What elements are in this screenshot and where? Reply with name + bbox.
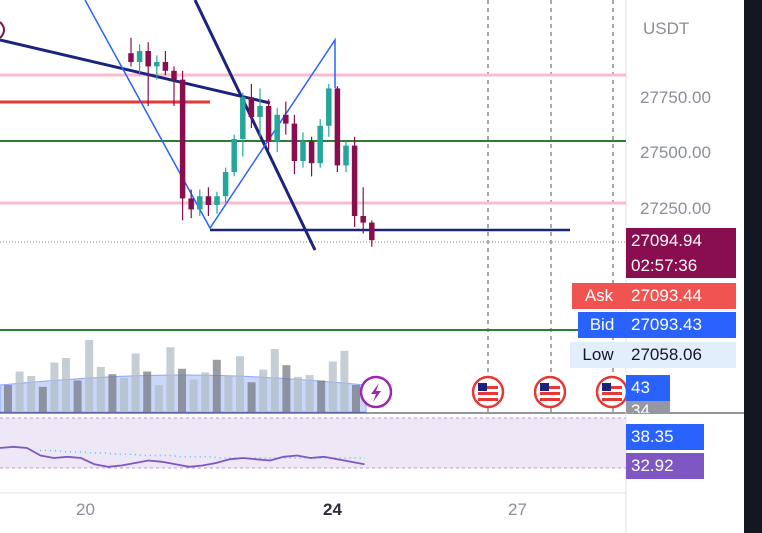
candle-body[interactable] xyxy=(205,196,212,205)
candle-body[interactable] xyxy=(300,141,306,161)
candle-body[interactable] xyxy=(369,222,375,241)
rsi-line xyxy=(0,445,365,468)
volume-bar xyxy=(328,361,337,412)
volume-bar xyxy=(340,350,349,412)
volume-bar xyxy=(294,376,302,412)
volume-bar xyxy=(224,376,233,412)
volume-bar xyxy=(96,367,105,412)
volume-bar xyxy=(236,356,244,412)
candle-body[interactable] xyxy=(248,97,255,117)
volume-bar xyxy=(352,385,360,412)
candle-body[interactable] xyxy=(171,70,177,80)
candle-body[interactable] xyxy=(179,79,186,199)
lightning-icon[interactable] xyxy=(359,375,393,409)
candle-body[interactable] xyxy=(343,145,349,166)
rsi-ma-value-tag: 32.92 xyxy=(626,453,704,479)
candle-body[interactable] xyxy=(265,106,272,142)
candle-body[interactable] xyxy=(317,125,323,164)
volume-bar xyxy=(143,371,152,412)
price-tick-27750: 27750.00 xyxy=(640,88,711,107)
volume-bar xyxy=(154,385,163,412)
rsi-band xyxy=(0,418,626,468)
volume-bar xyxy=(62,358,70,412)
candle-body[interactable] xyxy=(214,196,220,205)
trading-chart[interactable]: USDT 27750.00 27500.00 27250.00 20 24 27 xyxy=(0,0,744,533)
volume-bar xyxy=(282,365,291,412)
volume-bar xyxy=(85,340,94,412)
us-flag-icon[interactable] xyxy=(471,375,505,409)
rsi-value-tag: 38.35 xyxy=(626,424,704,450)
volume-bar xyxy=(50,362,59,412)
time-tick-24: 24 xyxy=(323,500,342,519)
main-pane[interactable] xyxy=(0,0,626,412)
time-tick-20: 20 xyxy=(76,500,95,519)
candle-body[interactable] xyxy=(326,88,332,126)
candle-body[interactable] xyxy=(188,198,194,210)
price-tick-27250: 27250.00 xyxy=(640,199,711,218)
volume-bar xyxy=(201,372,210,412)
volume-value-partial: 34 xyxy=(626,401,670,413)
us-flag-icon[interactable] xyxy=(533,375,567,409)
price-tick-27500: 27500.00 xyxy=(640,143,711,162)
volume-bar xyxy=(247,382,256,412)
volume-bar xyxy=(4,385,12,412)
low-label: Low xyxy=(570,342,626,368)
volume-bar xyxy=(270,349,279,412)
candle-body[interactable] xyxy=(360,216,366,223)
candle-body[interactable] xyxy=(308,141,315,164)
volume-bar xyxy=(15,371,24,412)
candle-body[interactable] xyxy=(154,62,160,67)
volume-value-tag: 43 xyxy=(626,375,670,401)
candle-body[interactable] xyxy=(240,97,246,139)
bid-price-tag: 27093.43 xyxy=(626,312,736,338)
volume-bar xyxy=(108,374,117,412)
candles[interactable] xyxy=(128,37,375,247)
volume-bar xyxy=(317,380,326,412)
volume-bar xyxy=(212,359,221,412)
countdown-tag: 02:57:36 xyxy=(626,253,736,278)
volume-bar xyxy=(305,375,314,412)
candle-body[interactable] xyxy=(257,106,263,117)
screen-edge xyxy=(744,0,762,533)
top-left-arc xyxy=(0,21,5,39)
volume-bar xyxy=(38,386,47,412)
us-flag-icon[interactable] xyxy=(595,375,629,409)
candle-body[interactable] xyxy=(128,53,134,62)
ask-price-tag: 27093.44 xyxy=(626,283,736,309)
volume-bar xyxy=(27,376,36,412)
candle-body[interactable] xyxy=(162,62,169,71)
candle-body[interactable] xyxy=(291,123,298,161)
ask-label: Ask xyxy=(572,283,626,309)
time-tick-27: 27 xyxy=(508,500,527,519)
bid-label: Bid xyxy=(578,312,626,338)
volume-bar xyxy=(120,377,128,412)
low-price-tag: 27058.06 xyxy=(626,342,736,368)
candle-body[interactable] xyxy=(231,139,237,172)
trendline-steep[interactable] xyxy=(193,0,317,251)
volume-bar xyxy=(178,368,186,412)
candle-body[interactable] xyxy=(334,88,341,166)
candle-body[interactable] xyxy=(145,51,151,67)
trendline-descending[interactable] xyxy=(0,38,271,105)
current-price-tag: 27094.94 xyxy=(626,228,736,253)
candle-body[interactable] xyxy=(222,172,229,197)
volume-bar xyxy=(73,380,82,412)
candle-body[interactable] xyxy=(136,51,143,62)
candle-body[interactable] xyxy=(283,114,289,124)
pattern-line[interactable] xyxy=(84,0,336,230)
volume-bars xyxy=(4,340,360,412)
volume-bar xyxy=(189,379,198,412)
volume-bar xyxy=(259,369,268,412)
candle-body[interactable] xyxy=(274,114,280,142)
volume-bar xyxy=(131,353,140,412)
candle-body[interactable] xyxy=(197,196,203,210)
candle-body[interactable] xyxy=(351,145,358,216)
volume-bar xyxy=(166,347,175,412)
currency-label: USDT xyxy=(643,19,689,38)
